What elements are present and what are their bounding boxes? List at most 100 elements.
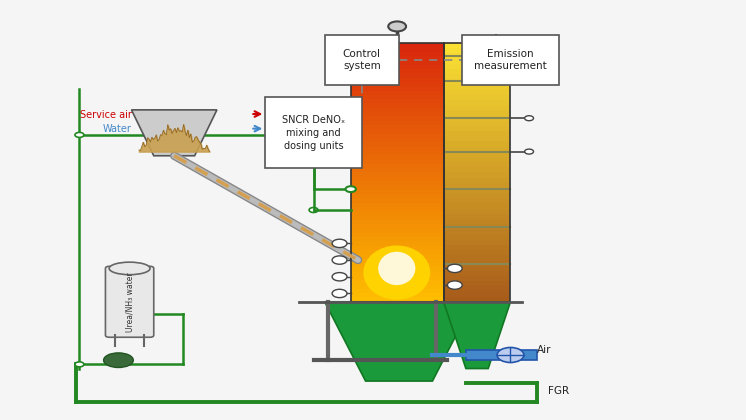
Polygon shape (444, 90, 510, 95)
Circle shape (524, 78, 533, 83)
Polygon shape (351, 112, 444, 116)
Text: Emission
measurement: Emission measurement (474, 49, 547, 71)
Polygon shape (351, 82, 444, 86)
Polygon shape (351, 224, 444, 228)
Polygon shape (351, 43, 444, 47)
Ellipse shape (363, 245, 430, 300)
Polygon shape (351, 255, 444, 259)
Polygon shape (444, 126, 510, 131)
Polygon shape (351, 155, 444, 160)
Polygon shape (444, 198, 510, 204)
Polygon shape (351, 138, 444, 142)
Polygon shape (444, 116, 510, 121)
Polygon shape (444, 136, 510, 142)
Polygon shape (351, 108, 444, 112)
Polygon shape (444, 204, 510, 209)
Polygon shape (444, 276, 510, 281)
Polygon shape (351, 99, 444, 103)
Circle shape (75, 362, 84, 367)
Polygon shape (351, 284, 444, 289)
Text: Control
system: Control system (343, 49, 381, 71)
Polygon shape (351, 125, 444, 129)
Polygon shape (351, 142, 444, 147)
Polygon shape (444, 152, 510, 157)
Polygon shape (351, 147, 444, 151)
Polygon shape (444, 157, 510, 162)
Polygon shape (444, 224, 510, 229)
Circle shape (332, 273, 347, 281)
FancyBboxPatch shape (105, 266, 154, 337)
Polygon shape (444, 43, 510, 48)
Polygon shape (351, 194, 444, 198)
Circle shape (524, 116, 533, 121)
Polygon shape (351, 151, 444, 155)
Polygon shape (444, 183, 510, 188)
Circle shape (332, 239, 347, 247)
Polygon shape (351, 116, 444, 121)
Polygon shape (351, 160, 444, 164)
Polygon shape (444, 100, 510, 105)
Polygon shape (444, 209, 510, 214)
Polygon shape (351, 164, 444, 168)
Polygon shape (351, 259, 444, 263)
Circle shape (524, 149, 533, 154)
Polygon shape (351, 237, 444, 242)
Circle shape (75, 132, 84, 137)
Polygon shape (444, 281, 510, 286)
Polygon shape (351, 177, 444, 181)
Polygon shape (351, 95, 444, 99)
Polygon shape (351, 86, 444, 91)
Polygon shape (444, 162, 510, 167)
Polygon shape (351, 168, 444, 173)
Polygon shape (351, 173, 444, 177)
Polygon shape (444, 214, 510, 219)
Ellipse shape (109, 262, 150, 275)
Polygon shape (351, 276, 444, 280)
Polygon shape (444, 271, 510, 276)
Polygon shape (351, 60, 444, 65)
Polygon shape (351, 198, 444, 202)
Text: Urea/NH₃ water: Urea/NH₃ water (125, 272, 134, 332)
Polygon shape (444, 265, 510, 271)
Polygon shape (351, 181, 444, 185)
Polygon shape (444, 147, 510, 152)
Polygon shape (444, 110, 510, 116)
Text: Service air: Service air (80, 110, 131, 120)
Polygon shape (444, 64, 510, 69)
Polygon shape (351, 241, 444, 246)
Polygon shape (351, 74, 444, 78)
Circle shape (309, 207, 318, 213)
Circle shape (332, 256, 347, 264)
Polygon shape (351, 190, 444, 194)
Circle shape (345, 186, 356, 192)
Polygon shape (351, 280, 444, 284)
Polygon shape (351, 56, 444, 60)
Polygon shape (444, 131, 510, 136)
Polygon shape (444, 121, 510, 126)
Polygon shape (351, 289, 444, 293)
Polygon shape (444, 245, 510, 250)
Circle shape (448, 281, 463, 289)
Polygon shape (444, 240, 510, 245)
Ellipse shape (378, 252, 416, 285)
Polygon shape (351, 263, 444, 267)
Polygon shape (444, 260, 510, 265)
Polygon shape (444, 250, 510, 255)
Polygon shape (351, 47, 444, 52)
Circle shape (448, 264, 463, 273)
Polygon shape (444, 53, 510, 59)
Polygon shape (351, 233, 444, 237)
Polygon shape (444, 167, 510, 173)
Circle shape (388, 21, 406, 32)
Polygon shape (444, 229, 510, 234)
Polygon shape (351, 78, 444, 82)
Circle shape (332, 289, 347, 298)
Polygon shape (351, 246, 444, 250)
Polygon shape (444, 255, 510, 260)
Polygon shape (444, 178, 510, 183)
Polygon shape (444, 74, 510, 79)
Polygon shape (351, 267, 444, 272)
Polygon shape (351, 272, 444, 276)
Polygon shape (351, 69, 444, 74)
Polygon shape (444, 142, 510, 147)
